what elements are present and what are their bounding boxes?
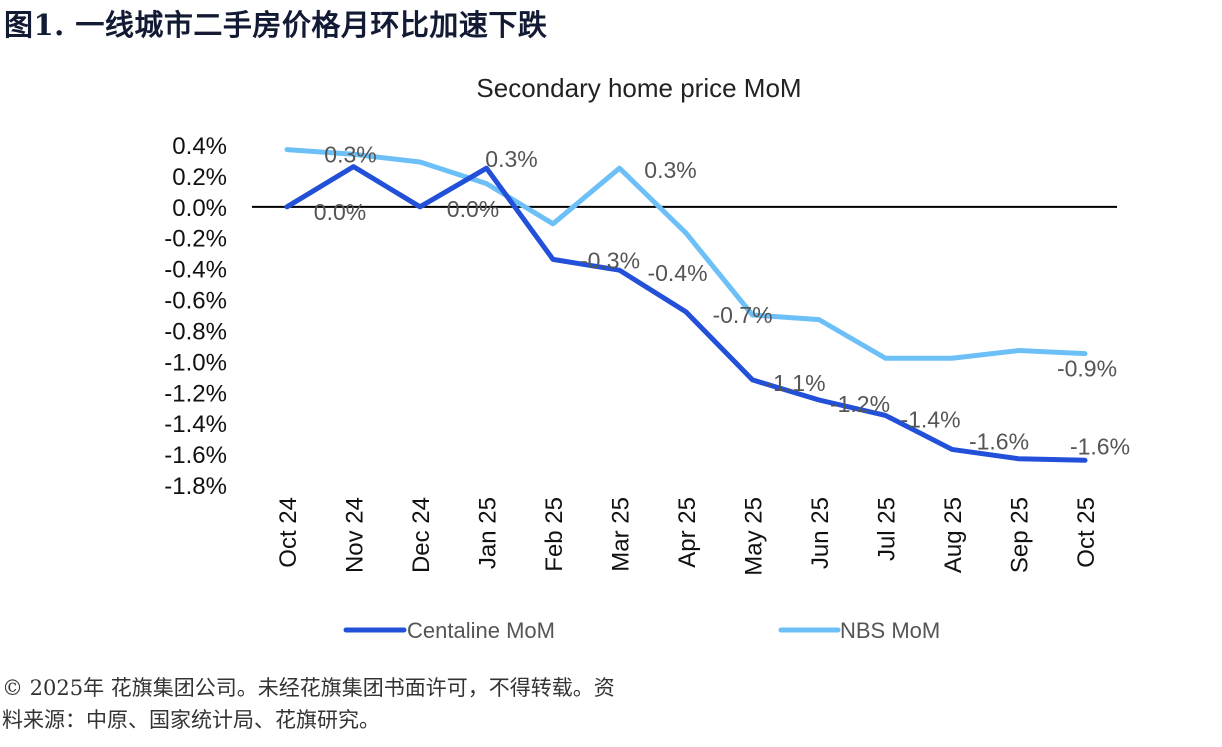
x-tick-label: Apr 25 bbox=[674, 497, 701, 568]
data-label: 0.3% bbox=[324, 142, 376, 168]
data-label: -1.4% bbox=[900, 406, 960, 432]
x-tick-label: Mar 25 bbox=[608, 497, 635, 572]
x-tick-label: May 25 bbox=[741, 497, 768, 576]
footer-copyright: © 2025年 花旗集团公司。未经花旗集团书面许可，不得转载。资 bbox=[2, 676, 615, 700]
data-label: 0.3% bbox=[485, 146, 537, 172]
legend-label-nbs: NBS MoM bbox=[840, 618, 940, 643]
y-tick-label: -0.8% bbox=[164, 318, 227, 345]
x-tick-label: Feb 25 bbox=[541, 497, 568, 572]
y-axis: 0.4% 0.2% 0.0% -0.2% -0.4% -0.6% -0.8% -1.0% -1.… bbox=[164, 133, 227, 500]
x-tick-label: Jul 25 bbox=[874, 497, 901, 561]
data-label: -1.6% bbox=[969, 428, 1029, 454]
data-label: -1.6% bbox=[1070, 433, 1130, 459]
y-tick-label: -1.6% bbox=[164, 442, 227, 469]
x-tick-label: Oct 25 bbox=[1073, 497, 1100, 568]
x-tick-label: Jan 25 bbox=[475, 497, 502, 569]
data-label: 0.0% bbox=[447, 196, 499, 222]
x-tick-label: Dec 24 bbox=[408, 497, 435, 573]
data-label: -1.2% bbox=[830, 391, 890, 417]
data-labels: 0.0% 0.3% 0.0% 0.3% -0.3% -0.4% -1.1%-1.2% -1.4… bbox=[314, 142, 1130, 460]
footer-source: 料来源：中原、国家统计局、花旗研究。 bbox=[2, 708, 380, 732]
x-tick-label: Aug 25 bbox=[940, 497, 967, 573]
y-tick-label: -1.4% bbox=[164, 411, 227, 438]
data-label: -0.4% bbox=[647, 260, 707, 286]
y-tick-label: 0.2% bbox=[172, 164, 227, 191]
x-tick-label: Oct 24 bbox=[275, 497, 302, 568]
legend-label-centaline: Centaline MoM bbox=[407, 618, 555, 643]
data-label: -0.3% bbox=[580, 247, 640, 273]
data-label: -0.7% bbox=[712, 302, 772, 328]
y-tick-label: 0.4% bbox=[172, 133, 227, 160]
chart-title: Secondary home price MoM bbox=[476, 73, 801, 103]
data-label: -0.9% bbox=[1057, 356, 1117, 382]
footer-note: © 2025年 花旗集团公司。未经花旗集团书面许可，不得转载。资 料来源：中原、… bbox=[2, 672, 762, 736]
x-axis: Oct 24 Nov 24 Dec 24 Jan 25 Feb 25 Mar 25 Apr … bbox=[275, 497, 1100, 576]
x-tick-label: Nov 24 bbox=[342, 497, 369, 573]
data-label: 0.0% bbox=[314, 199, 366, 225]
figure-title: 图1. 一线城市二手房价格月环比加速下跌 bbox=[4, 8, 548, 42]
legend: Centaline MoM NBS MoM bbox=[343, 618, 940, 643]
y-tick-label: -0.6% bbox=[164, 288, 227, 315]
series-line-centaline bbox=[284, 164, 1088, 463]
series-lines bbox=[284, 147, 1088, 463]
x-tick-label: Jun 25 bbox=[807, 497, 834, 569]
y-tick-label: -0.2% bbox=[164, 226, 227, 253]
y-tick-label: -1.2% bbox=[164, 380, 227, 407]
line-chart: Secondary home price MoM 0.4% 0.2% 0.0% -0.… bbox=[164, 73, 1130, 643]
y-tick-label: -1.8% bbox=[164, 473, 227, 500]
data-label: -1.1% bbox=[765, 370, 825, 396]
data-label: 0.3% bbox=[644, 157, 696, 183]
y-tick-label: 0.0% bbox=[172, 195, 227, 222]
y-tick-label: -1.0% bbox=[164, 349, 227, 376]
y-tick-label: -0.4% bbox=[164, 257, 227, 284]
x-tick-label: Sep 25 bbox=[1007, 497, 1034, 573]
